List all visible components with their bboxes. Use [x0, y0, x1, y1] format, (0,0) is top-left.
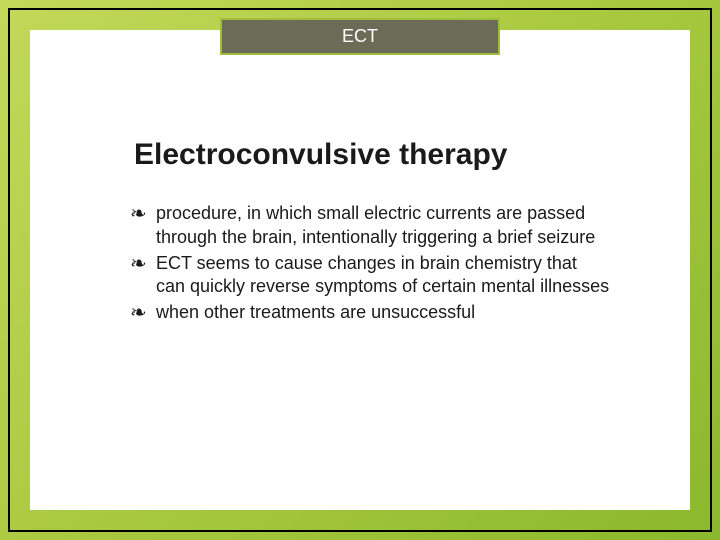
bullet-glyph-icon: ❧ — [130, 301, 147, 325]
list-item: ❧ ECT seems to cause changes in brain ch… — [130, 252, 610, 300]
header-badge-label: ECT — [342, 26, 378, 46]
outer-frame: ECT Electroconvulsive therapy ❧ procedur… — [8, 8, 712, 532]
bullet-glyph-icon: ❧ — [130, 202, 147, 226]
content-panel: ECT Electroconvulsive therapy ❧ procedur… — [30, 30, 690, 510]
bullet-text: procedure, in which small electric curre… — [156, 203, 595, 247]
bullet-glyph-icon: ❧ — [130, 252, 147, 276]
slide-title: Electroconvulsive therapy — [134, 138, 507, 172]
bullet-text: when other treatments are unsuccessful — [156, 302, 475, 322]
header-badge: ECT — [220, 18, 500, 55]
bullet-list: ❧ procedure, in which small electric cur… — [130, 202, 610, 327]
bullet-text: ECT seems to cause changes in brain chem… — [156, 253, 609, 297]
list-item: ❧ when other treatments are unsuccessful — [130, 301, 610, 325]
list-item: ❧ procedure, in which small electric cur… — [130, 202, 610, 250]
